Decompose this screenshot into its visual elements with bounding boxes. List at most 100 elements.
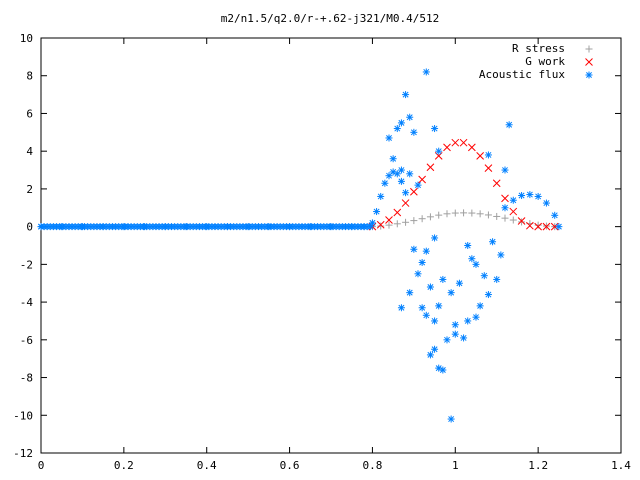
acoustic-flux-baseline bbox=[37, 223, 374, 231]
x-tick-label: 1.4 bbox=[611, 459, 631, 472]
data-point bbox=[431, 234, 439, 242]
y-tick-label: -6 bbox=[20, 334, 33, 347]
x-axis: 0 0.2 0.4 0.6 0.8 1 1.2 1.4 bbox=[38, 38, 631, 472]
data-point bbox=[501, 214, 509, 222]
data-point bbox=[385, 221, 393, 229]
data-point bbox=[397, 119, 405, 127]
data-point bbox=[551, 211, 559, 219]
x-tick-label: 0.6 bbox=[280, 459, 300, 472]
data-point bbox=[443, 143, 451, 152]
x-tick-label: 0.8 bbox=[362, 459, 382, 472]
series-acoustic-flux bbox=[37, 68, 563, 423]
data-point bbox=[431, 125, 439, 133]
x-tick-label: 1 bbox=[452, 459, 459, 472]
data-point bbox=[377, 222, 385, 230]
data-point bbox=[501, 204, 509, 212]
data-point bbox=[393, 220, 401, 228]
data-point bbox=[418, 258, 426, 266]
data-point bbox=[484, 164, 493, 173]
data-point bbox=[426, 351, 434, 359]
data-point bbox=[480, 272, 488, 280]
y-tick-label: 6 bbox=[26, 107, 33, 120]
data-point bbox=[509, 207, 518, 216]
data-point bbox=[410, 245, 418, 253]
legend-label-acoustic-flux: Acoustic flux bbox=[479, 68, 565, 81]
data-point bbox=[464, 242, 472, 249]
data-point bbox=[414, 181, 422, 189]
data-point bbox=[534, 192, 542, 200]
data-point bbox=[464, 317, 472, 325]
data-point bbox=[431, 317, 439, 325]
data-point bbox=[426, 163, 435, 172]
data-point bbox=[509, 196, 517, 204]
data-point bbox=[526, 221, 534, 230]
data-point bbox=[443, 210, 451, 218]
data-point bbox=[397, 166, 405, 174]
data-point bbox=[447, 289, 455, 297]
data-point bbox=[431, 345, 439, 353]
data-point bbox=[406, 113, 414, 121]
data-point bbox=[366, 223, 374, 231]
legend: R stress G work Acoustic flux bbox=[479, 42, 593, 81]
data-point bbox=[472, 260, 480, 268]
data-point bbox=[459, 138, 468, 147]
data-point bbox=[501, 194, 509, 203]
data-point bbox=[509, 216, 517, 224]
y-tick-label: 0 bbox=[26, 221, 33, 234]
y-tick-label: 2 bbox=[26, 183, 33, 196]
data-point bbox=[401, 199, 410, 207]
data-point bbox=[435, 364, 443, 372]
data-point bbox=[476, 302, 484, 310]
data-point bbox=[397, 304, 405, 312]
data-point bbox=[468, 255, 476, 263]
x-tick-label: 1.2 bbox=[528, 459, 548, 472]
y-tick-label: 4 bbox=[26, 145, 33, 158]
data-point bbox=[497, 251, 505, 259]
data-point bbox=[385, 216, 393, 224]
data-point bbox=[397, 177, 405, 185]
data-point bbox=[484, 211, 492, 219]
data-point bbox=[468, 209, 476, 217]
data-point bbox=[555, 223, 563, 231]
series-g-work bbox=[368, 138, 559, 231]
data-point bbox=[484, 151, 492, 159]
data-point bbox=[410, 128, 418, 136]
y-axis: 10 8 6 4 2 0 -2 -4 -6 -8 -10 -12 bbox=[13, 32, 621, 460]
data-point bbox=[422, 247, 430, 255]
data-point bbox=[505, 121, 513, 129]
data-point bbox=[418, 175, 426, 184]
data-point bbox=[402, 218, 410, 226]
y-tick-label: -10 bbox=[13, 409, 33, 422]
data-point bbox=[451, 321, 459, 329]
data-point bbox=[534, 222, 542, 231]
data-point bbox=[534, 221, 542, 229]
data-point bbox=[422, 311, 430, 319]
x-tick-label: 0.2 bbox=[114, 459, 134, 472]
y-tick-label: -8 bbox=[20, 372, 33, 385]
plot-frame bbox=[40, 37, 622, 454]
data-point bbox=[472, 313, 480, 321]
data-point bbox=[518, 218, 526, 226]
data-point bbox=[393, 125, 401, 133]
data-point bbox=[402, 189, 410, 197]
data-point bbox=[493, 275, 501, 283]
data-point bbox=[455, 279, 463, 287]
legend-marker-r-stress bbox=[585, 45, 593, 53]
data-point bbox=[489, 238, 497, 246]
data-point bbox=[435, 147, 443, 155]
data-point bbox=[439, 275, 447, 283]
data-point bbox=[381, 179, 389, 187]
legend-marker-acoustic-flux bbox=[585, 71, 593, 79]
series-layer bbox=[37, 68, 563, 423]
data-point bbox=[476, 152, 484, 160]
data-point bbox=[376, 220, 385, 229]
data-point bbox=[426, 283, 434, 291]
data-point bbox=[447, 415, 455, 423]
data-point bbox=[377, 192, 385, 200]
data-point bbox=[542, 199, 550, 207]
data-point bbox=[501, 166, 509, 174]
data-point bbox=[402, 91, 410, 99]
legend-marker bbox=[585, 71, 593, 79]
x-tick-label: 0.4 bbox=[197, 459, 217, 472]
data-point bbox=[422, 68, 430, 76]
